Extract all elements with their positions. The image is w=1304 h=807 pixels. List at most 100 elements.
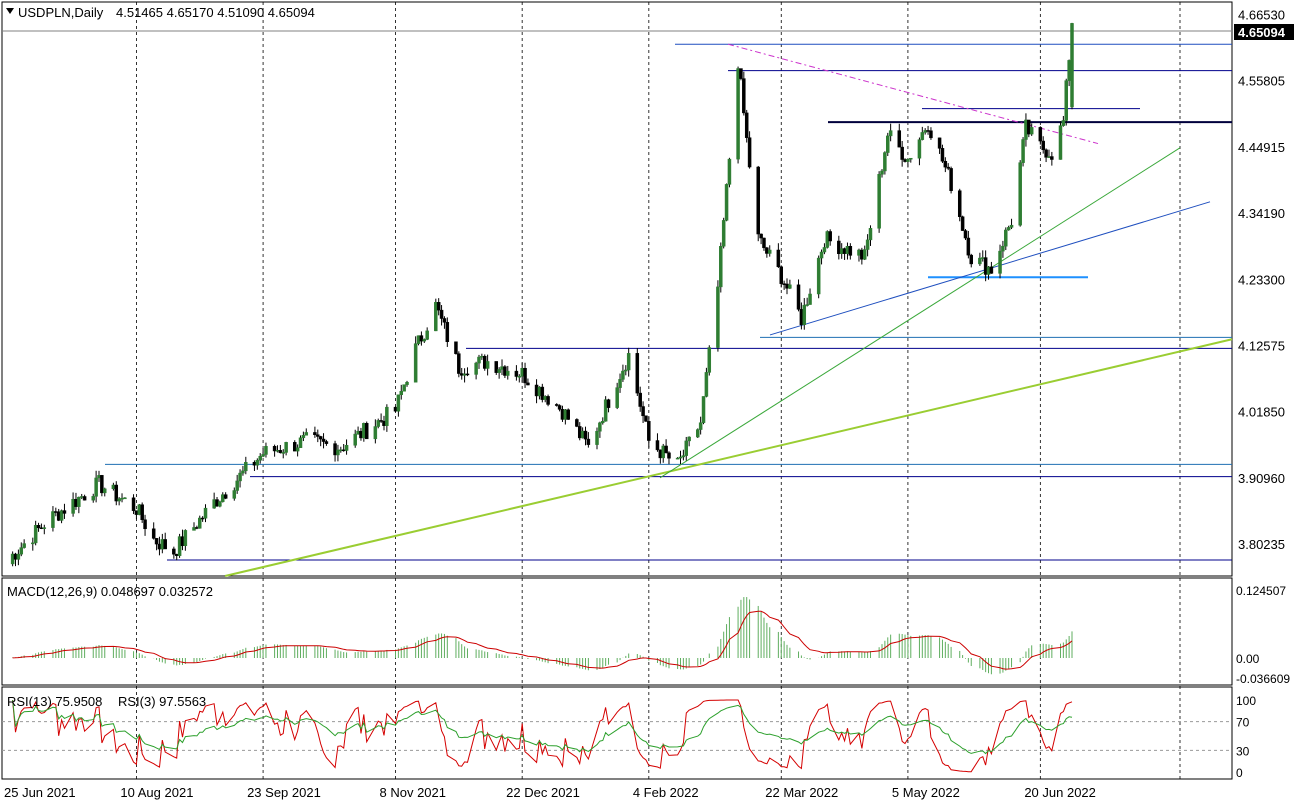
rsi3-title: RSI(3) 97.5563 [118,694,206,709]
current-price-label: 4.65094 [1238,25,1286,40]
candle-body [621,370,625,380]
candle-body [482,355,487,369]
y-tick-label: 4.55805 [1238,73,1285,88]
candle-body [626,353,631,371]
candle-body [537,386,542,397]
candle-body [396,394,401,412]
candle-body [825,231,830,248]
trendline-green [659,147,1181,479]
candle-body [802,304,807,325]
candle-body [439,309,444,319]
candle-body [422,339,427,342]
candle-body [497,369,501,373]
candle-body [405,381,409,385]
candle-body [356,430,360,435]
candle-body [1021,139,1025,163]
candle-body [261,454,265,457]
candle-body [278,450,283,454]
candle-body [195,527,199,529]
candle-body [981,257,985,259]
macd-title: MACD(12,26,9) 0.048697 0.032572 [7,584,213,599]
candle-body [252,462,257,466]
rsi3-line [12,699,1073,773]
rsi-tick-label: 100 [1236,694,1256,708]
candle-body [937,137,942,149]
candle-body [595,430,599,445]
candle-body [218,501,222,507]
axes-labels: 25 Jun 2021 10 Aug 2021 23 Sep 2021 8 Nov 2… [4,8,1290,800]
candle-body [192,527,196,531]
candle-body [966,237,971,256]
candle-body [376,420,380,427]
candle-body [909,157,913,160]
y-tick-label: 4.44915 [1238,140,1285,155]
candle-body [762,237,766,249]
candle-body [200,517,205,520]
candle-body [698,422,703,430]
candle-body [788,284,792,289]
candle-body [926,130,930,132]
candle-body [42,527,47,529]
candle-body [1050,156,1054,160]
candle-body [860,249,864,260]
candle-body [359,430,363,439]
y-tick-label: 4.12575 [1238,339,1285,354]
candle-body [886,135,890,153]
candle-body [157,543,162,550]
candle-body [782,283,786,285]
candle-body [436,302,441,311]
candle-body [664,445,668,454]
candle-body [1024,119,1028,140]
candle-body [848,246,853,256]
macd-signal-line [12,610,1073,670]
candle-body [543,396,547,400]
candle-body [22,543,26,548]
candle-body [413,343,418,383]
candle-body [888,130,893,137]
candle-body [615,387,619,408]
candle-body [419,335,424,342]
candle-body [983,257,988,275]
candle-body [736,68,740,160]
ohlc-readout: 4.51465 4.65170 4.51090 4.65094 [116,5,315,20]
candle-body [333,443,337,456]
candle-body [212,499,216,509]
candle-body [275,450,280,452]
candle-body [336,449,340,456]
candle-body [1038,127,1043,142]
candle-body [721,220,726,247]
candle-body [978,257,982,265]
candle-body [62,510,67,514]
candle-body [667,452,671,459]
candle-body [74,498,78,507]
candle-body [635,353,640,394]
x-tick-label: 4 Feb 2022 [633,785,699,800]
candle-body [344,445,349,451]
candle-body [837,240,841,255]
candle-body [172,548,176,555]
triangle-down-icon[interactable] [6,8,14,14]
candle-body [857,249,861,256]
candle-body [120,497,124,500]
candle-body [946,166,950,169]
candle-body [82,496,87,501]
candle-body [223,494,228,499]
candle-body [1058,125,1063,160]
candle-body [114,484,119,502]
candle-body [917,139,922,159]
candle-body [1029,127,1034,135]
candle-body [198,517,202,529]
long-term-trendline [224,338,1233,577]
candle-body [624,369,628,372]
candle-body [707,347,712,373]
candle-body [281,452,285,454]
x-tick-label: 10 Aug 2021 [120,785,193,800]
candle-body [586,438,591,445]
candle-body [1061,120,1066,126]
candle-body [618,379,622,388]
candle-body [514,370,519,377]
trendline-resistance-dashed [727,43,1099,145]
candle-body [445,322,450,342]
x-tick-label: 20 Jun 2022 [1024,785,1096,800]
candle-body [681,455,686,458]
